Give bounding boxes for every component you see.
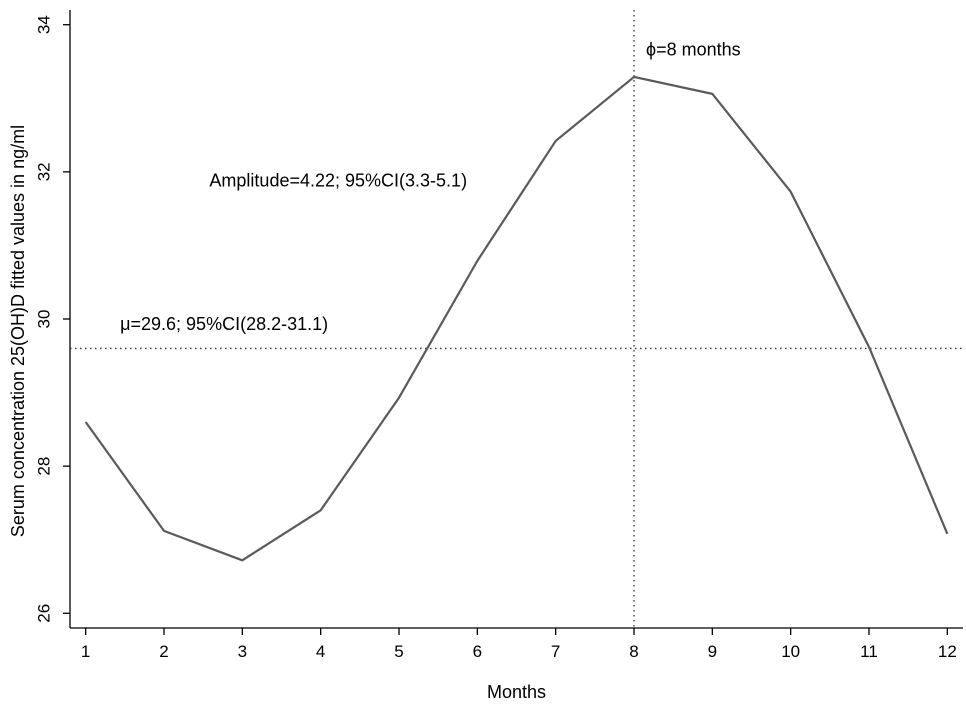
mean-annotation: μ=29.6; 95%CI(28.2-31.1) <box>120 314 328 334</box>
y-axis-title: Serum concentration 25(OH)D fitted value… <box>8 125 28 537</box>
y-tick-label: 26 <box>34 604 53 623</box>
phase-annotation: ϕ=8 months <box>646 40 741 60</box>
x-tick-label: 6 <box>473 642 482 661</box>
x-axis-title: Months <box>487 682 546 702</box>
x-tick-label: 7 <box>551 642 560 661</box>
x-tick-label: 10 <box>781 642 800 661</box>
y-tick-label: 28 <box>34 457 53 476</box>
y-tick-label: 32 <box>34 162 53 181</box>
x-tick-label: 1 <box>81 642 90 661</box>
y-tick-label: 30 <box>34 310 53 329</box>
x-tick-label: 9 <box>708 642 717 661</box>
x-tick-label: 5 <box>394 642 403 661</box>
x-tick-label: 2 <box>159 642 168 661</box>
x-ticks: 1 2 3 4 5 6 7 8 9 10 11 12 <box>81 628 957 661</box>
series-line <box>84 75 949 562</box>
series-layer <box>84 75 949 562</box>
y-tick-label: 34 <box>34 15 53 34</box>
x-tick-label: 3 <box>238 642 247 661</box>
y-ticks: 26 28 30 32 34 <box>34 15 70 623</box>
x-tick-label: 12 <box>938 642 957 661</box>
x-tick-label: 11 <box>860 642 878 661</box>
x-tick-label: 4 <box>316 642 325 661</box>
x-tick-label: 8 <box>629 642 638 661</box>
amplitude-annotation: Amplitude=4.22; 95%CI(3.3-5.1) <box>209 171 467 191</box>
